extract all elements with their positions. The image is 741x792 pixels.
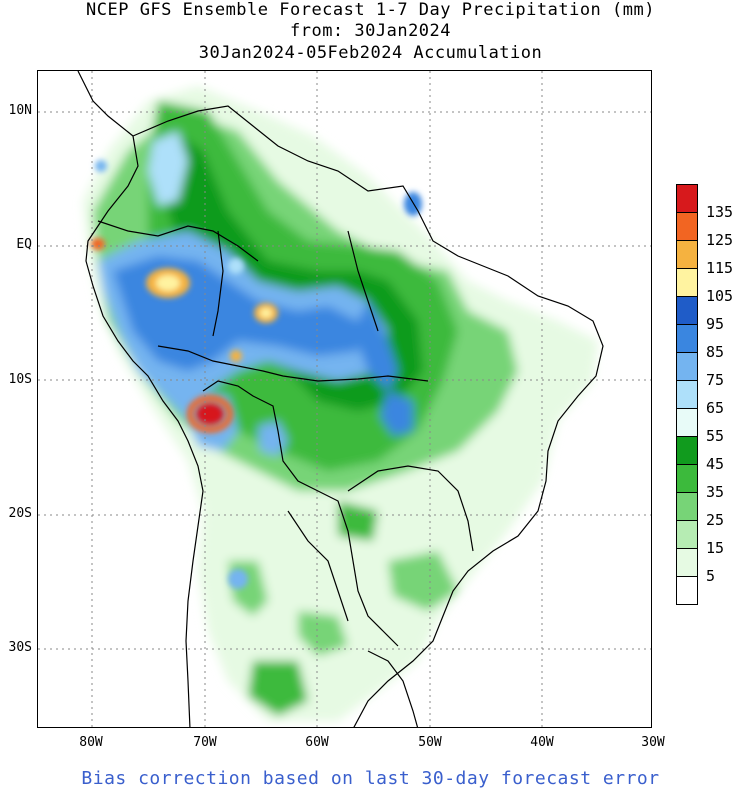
legend-swatch <box>676 184 698 213</box>
legend-swatch <box>676 296 698 325</box>
legend-label: 95 <box>706 315 725 333</box>
title-line-1: NCEP GFS Ensemble Forecast 1-7 Day Preci… <box>86 0 655 20</box>
coastline <box>77 71 604 727</box>
lon-label-50w: 50W <box>418 735 442 750</box>
lat-label-10s: 10S <box>8 372 32 387</box>
legend-swatch <box>676 324 698 353</box>
legend-swatch <box>676 352 698 381</box>
lon-label-70w: 70W <box>193 735 217 750</box>
legend-swatch <box>676 576 698 605</box>
lat-label-30s: 30S <box>8 640 32 655</box>
legend-label: 135 <box>706 203 734 221</box>
legend-label: 65 <box>706 399 725 417</box>
legend-label: 15 <box>706 539 725 557</box>
legend-swatch <box>676 212 698 241</box>
legend-swatch <box>676 240 698 269</box>
legend-label: 125 <box>706 231 734 249</box>
legend-swatch <box>676 492 698 521</box>
legend-label: 55 <box>706 427 725 445</box>
precip-maxima <box>91 160 422 589</box>
footer-note: Bias correction based on last 30-day for… <box>81 768 660 789</box>
legend-swatch <box>676 268 698 297</box>
legend-label: 85 <box>706 343 725 361</box>
lon-label-80w: 80W <box>79 735 103 750</box>
lat-label-eq: EQ <box>16 237 32 252</box>
title-line-3: 30Jan2024-05Feb2024 Accumulation <box>198 43 543 63</box>
legend-label: 35 <box>706 483 725 501</box>
legend-swatch <box>676 436 698 465</box>
legend-label: 5 <box>706 567 716 585</box>
map-svg <box>38 71 651 727</box>
title-line-2: from: 30Jan2024 <box>289 21 452 41</box>
precip-field <box>83 86 598 721</box>
legend-label: 25 <box>706 511 725 529</box>
lon-label-60w: 60W <box>305 735 329 750</box>
legend-label: 105 <box>706 287 734 305</box>
legend-label: 75 <box>706 371 725 389</box>
precipitation-map <box>37 70 652 728</box>
legend-swatch <box>676 548 698 577</box>
legend-label: 45 <box>706 455 725 473</box>
legend-swatch <box>676 520 698 549</box>
lon-label-30w: 30W <box>641 735 665 750</box>
lon-label-40w: 40W <box>530 735 554 750</box>
legend-swatch <box>676 464 698 493</box>
legend-swatch <box>676 408 698 437</box>
legend-swatch <box>676 380 698 409</box>
lat-label-20s: 20S <box>8 506 32 521</box>
legend-label: 115 <box>706 259 734 277</box>
lat-label-10n: 10N <box>8 103 32 118</box>
